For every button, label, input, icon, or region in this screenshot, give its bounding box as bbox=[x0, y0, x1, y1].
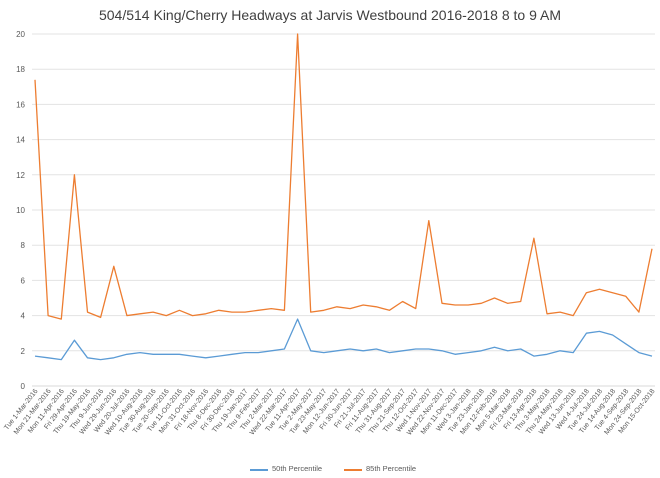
y-tick-label: 10 bbox=[16, 206, 25, 215]
y-tick-label: 14 bbox=[16, 136, 25, 145]
chart-title: 504/514 King/Cherry Headways at Jarvis W… bbox=[98, 7, 561, 23]
y-tick-label: 8 bbox=[21, 241, 26, 250]
y-tick-label: 0 bbox=[21, 382, 26, 391]
gridlines bbox=[32, 33, 655, 387]
y-tick-label: 2 bbox=[21, 347, 26, 356]
y-tick-label: 20 bbox=[16, 30, 25, 39]
legend-label-50th: 50th Percentile bbox=[272, 464, 323, 473]
y-axis-tick-labels: 0 2 4 6 8 10 12 14 16 18 20 bbox=[16, 30, 25, 391]
series-line-85th-percentile bbox=[34, 33, 653, 320]
legend-swatch-85th bbox=[344, 469, 362, 471]
y-tick-label: 12 bbox=[16, 171, 25, 180]
y-tick-label: 16 bbox=[16, 100, 25, 109]
legend-swatch-50th bbox=[250, 469, 268, 471]
legend: 50th Percentile 85th Percentile bbox=[0, 463, 660, 477]
legend-label-85th: 85th Percentile bbox=[366, 464, 417, 473]
series-line-50th-percentile bbox=[34, 318, 653, 361]
y-tick-label: 4 bbox=[21, 312, 26, 321]
y-tick-label: 6 bbox=[21, 276, 26, 285]
y-tick-label: 18 bbox=[16, 65, 25, 74]
series-layer bbox=[34, 33, 653, 361]
